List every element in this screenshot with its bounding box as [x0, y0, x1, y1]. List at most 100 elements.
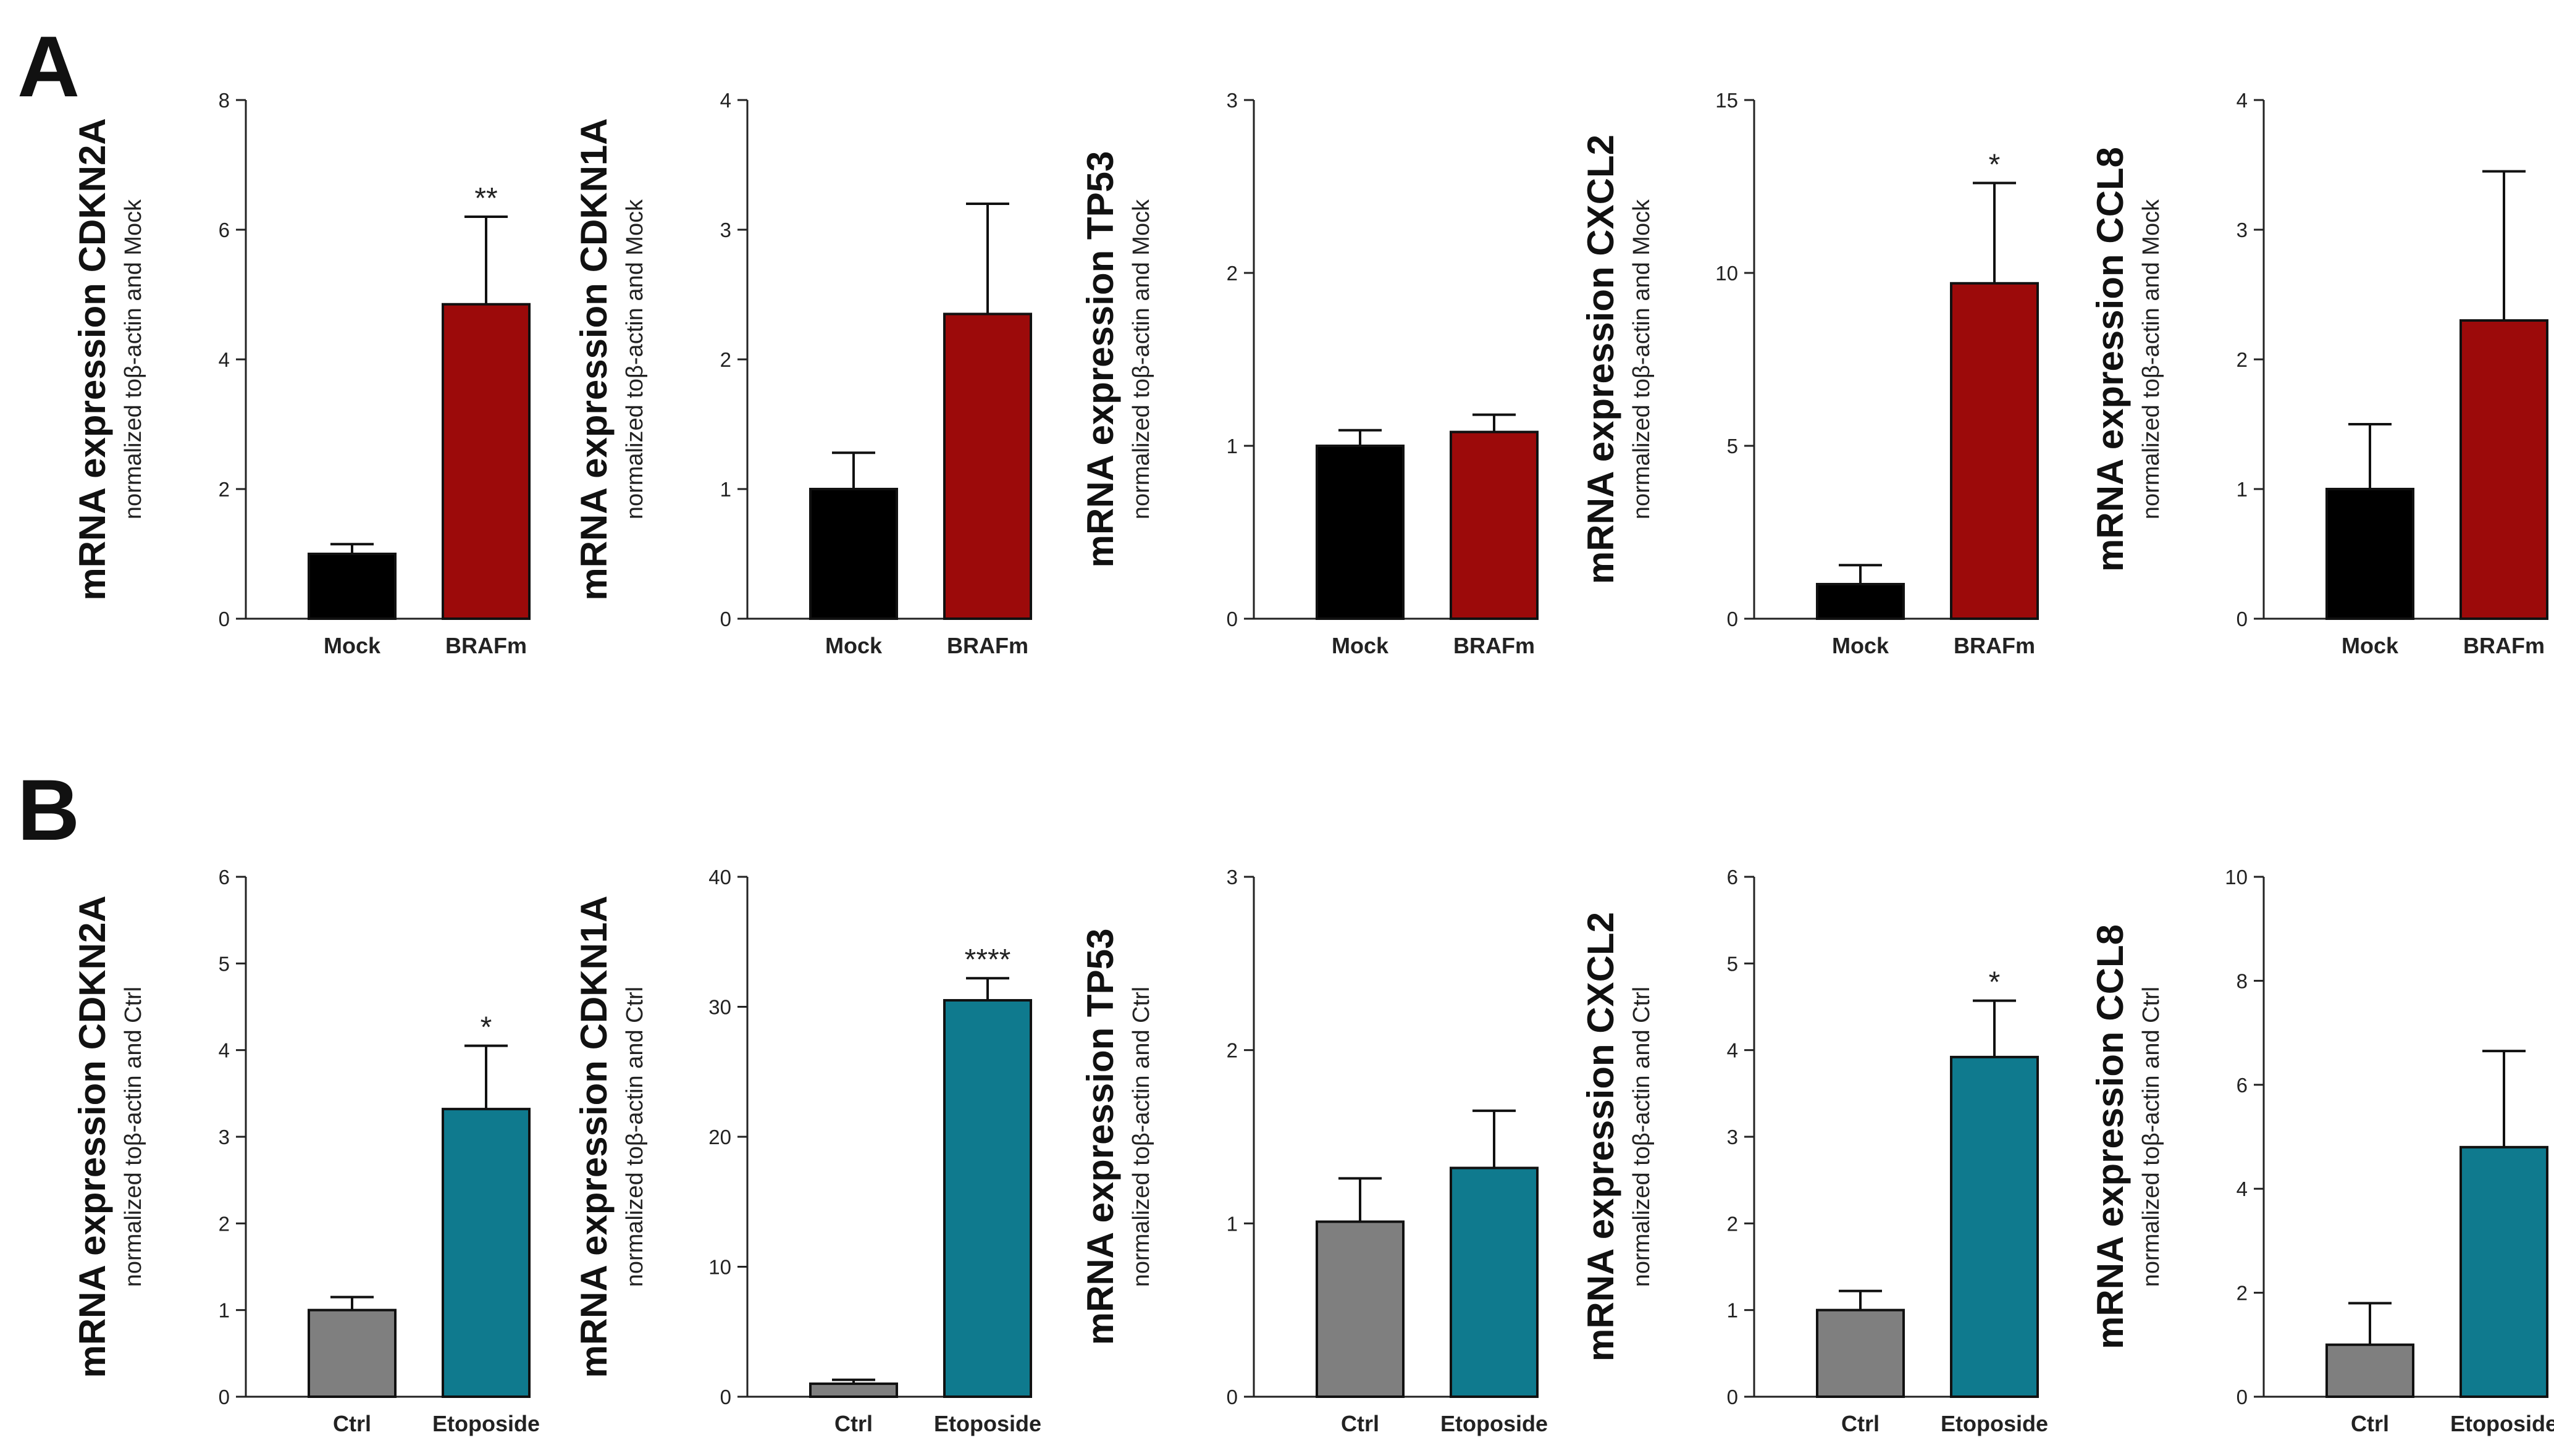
- y-tick-label: 0: [219, 1386, 230, 1408]
- x-tick-label: BRAFm: [445, 633, 527, 658]
- y-tick-label: 0: [1727, 608, 1738, 630]
- x-tick-label: Ctrl: [1341, 1411, 1379, 1436]
- y-tick-label: 2: [2237, 348, 2248, 371]
- y-axis-subtitle: normalized toβ-actin and Mock: [1629, 199, 1655, 519]
- bar-ctrl: [308, 1308, 397, 1399]
- x-tick-label: Ctrl: [2351, 1411, 2389, 1436]
- x-tick-label: Etoposide: [1440, 1411, 1548, 1436]
- y-axis-subtitle: normalized toβ-actin and Mock: [2138, 199, 2164, 519]
- bar-etoposide: [2459, 1145, 2548, 1398]
- y-axis-subtitle: normalized toβ-actin and Ctrl: [622, 987, 648, 1287]
- y-tick-label: 10: [708, 1256, 731, 1279]
- y-tick-label: 30: [708, 996, 731, 1019]
- y-tick-label: 2: [219, 478, 230, 501]
- bar-ctrl: [2325, 1343, 2414, 1399]
- x-tick-label: BRAFm: [1954, 633, 2035, 658]
- y-tick-label: 4: [720, 89, 731, 112]
- y-tick-label: 4: [2237, 89, 2248, 112]
- bar-etoposide: [1450, 1166, 1539, 1399]
- y-tick-label: 3: [1727, 1126, 1738, 1148]
- significance-label: **: [474, 182, 497, 215]
- bar-mock: [1816, 583, 1905, 620]
- y-axis-title: mRNA expression CXCL2: [1580, 135, 1621, 584]
- chart-a-cdkn1a: 0 1 2 3 4 mRNA expression CDKN1A normalized to…: [573, 89, 1032, 658]
- significance-label: *: [481, 1011, 492, 1044]
- x-tick-label: Etoposide: [934, 1411, 1041, 1436]
- chart-b-tp53: 0 1 2 3 mRNA expression TP53 normalized toβ-a…: [1080, 866, 1548, 1436]
- y-tick-label: 3: [219, 1126, 230, 1148]
- y-axis-title: mRNA expression CCL8: [2090, 147, 2131, 572]
- y-axis-title: mRNA expression CDKN1A: [573, 118, 615, 600]
- y-axis-title: mRNA expression CDKN1A: [573, 895, 615, 1378]
- y-tick-label: 3: [720, 219, 731, 241]
- y-tick-label: 2: [219, 1212, 230, 1235]
- y-tick-label: 2: [1227, 1039, 1238, 1062]
- x-tick-label: Etoposide: [432, 1411, 540, 1436]
- bar-mock: [1316, 445, 1405, 620]
- y-tick-label: 0: [219, 608, 230, 630]
- bar-ctrl: [1316, 1220, 1405, 1398]
- bar-mock: [308, 553, 397, 620]
- y-axis-title: mRNA expression CCL8: [2090, 924, 2131, 1349]
- x-tick-label: Etoposide: [2450, 1411, 2554, 1436]
- y-axis-subtitle: normalized toβ-actin and Mock: [1128, 199, 1154, 519]
- chart-a-cdkn2a: 0 2 4 6 8 mRNA expression CDKN2A normalized to…: [72, 89, 531, 658]
- y-tick-label: 10: [2225, 866, 2248, 889]
- y-tick-label: 20: [708, 1126, 731, 1148]
- y-tick-label: 5: [1727, 952, 1738, 975]
- x-tick-label: Mock: [324, 633, 381, 658]
- y-tick-label: 2: [720, 348, 731, 371]
- bar-mock: [809, 488, 898, 620]
- x-tick-label: Ctrl: [333, 1411, 371, 1436]
- y-axis-subtitle: normalized toβ-actin and Ctrl: [2138, 987, 2164, 1287]
- bar-ctrl: [809, 1382, 898, 1398]
- y-tick-label: 5: [1727, 435, 1738, 458]
- y-tick-label: 40: [708, 866, 731, 889]
- y-tick-label: 6: [1727, 866, 1738, 889]
- significance-label: ****: [965, 943, 1011, 976]
- y-tick-label: 0: [720, 608, 731, 630]
- y-tick-label: 1: [2237, 478, 2248, 501]
- x-tick-label: Mock: [825, 633, 883, 658]
- x-tick-label: Mock: [1832, 633, 1889, 658]
- y-axis-title: mRNA expression CDKN2A: [72, 118, 113, 600]
- x-tick-label: BRAFm: [1453, 633, 1535, 658]
- y-tick-label: 4: [219, 1039, 230, 1062]
- chart-b-cdkn1a: 0 10 20 30 40 mRNA expression CDKN1A normalize…: [573, 866, 1041, 1436]
- y-tick-label: 0: [2237, 1386, 2248, 1408]
- y-tick-label: 2: [1727, 1212, 1738, 1235]
- y-tick-label: 0: [720, 1386, 731, 1408]
- y-tick-label: 1: [1227, 435, 1238, 458]
- y-axis-subtitle: normalized toβ-actin and Mock: [622, 199, 648, 519]
- y-tick-label: 15: [1715, 89, 1738, 112]
- bar-brafm: [1950, 282, 2039, 620]
- significance-label: *: [1989, 148, 2001, 181]
- y-axis-subtitle: normalized toβ-actin and Ctrl: [1128, 987, 1154, 1287]
- chart-a-cxcl2: 0 5 10 15 mRNA expression CXCL2 normalized to…: [1580, 89, 2039, 658]
- y-tick-label: 5: [219, 952, 230, 975]
- x-tick-label: Ctrl: [834, 1411, 873, 1436]
- y-tick-label: 4: [1727, 1039, 1738, 1062]
- y-tick-label: 0: [1227, 1386, 1238, 1408]
- y-tick-label: 6: [219, 866, 230, 889]
- x-tick-label: Ctrl: [1841, 1411, 1880, 1436]
- y-axis-subtitle: normalized toβ-actin and Ctrl: [120, 987, 146, 1287]
- bar-brafm: [943, 312, 1032, 620]
- y-tick-label: 8: [219, 89, 230, 112]
- bar-brafm: [2459, 319, 2548, 620]
- bar-etoposide: [1950, 1055, 2039, 1398]
- chart-a-ccl8: 0 1 2 3 4 mRNA expression CCL8 normalized toβ-…: [2090, 89, 2548, 658]
- y-tick-label: 4: [219, 348, 230, 371]
- bar-etoposide: [442, 1108, 531, 1399]
- x-tick-label: Mock: [1332, 633, 1389, 658]
- chart-b-cdkn2a: 0 1 2 3 4 5 6 mRNA expression CDKN2A normalized …: [72, 866, 540, 1436]
- chart-b-cxcl2: 0 1 2 3 4 5 6 mRNA expression CXCL2 normalized t…: [1580, 866, 2048, 1436]
- y-tick-label: 8: [2237, 969, 2248, 992]
- y-axis-subtitle: normalized toβ-actin and Ctrl: [1629, 987, 1655, 1287]
- bar-brafm: [442, 303, 531, 620]
- bar-mock: [2325, 488, 2414, 620]
- y-tick-label: 2: [2237, 1282, 2248, 1305]
- y-tick-label: 3: [2237, 219, 2248, 241]
- y-tick-label: 1: [720, 478, 731, 501]
